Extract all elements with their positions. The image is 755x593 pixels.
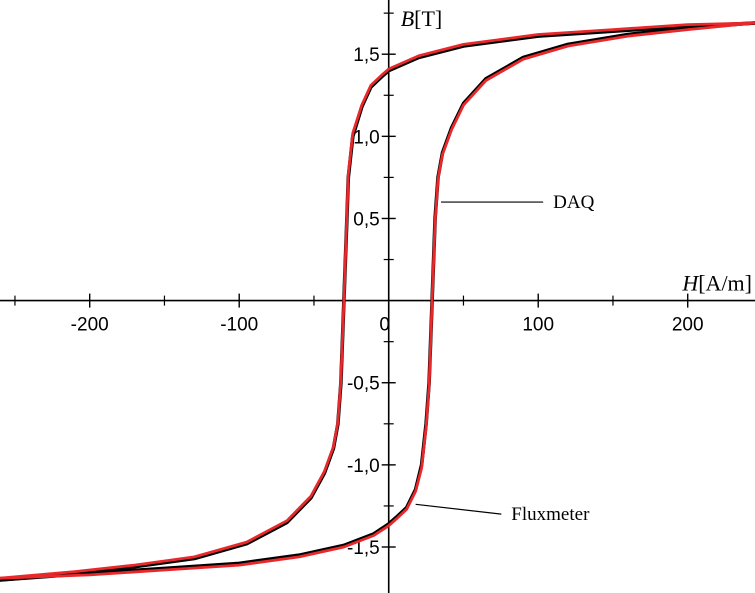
x-axis-unit: [A/m] bbox=[698, 271, 752, 296]
x-tick-label: -100 bbox=[220, 315, 258, 336]
daq-descending-branch bbox=[0, 21, 755, 582]
fluxmeter-leader-line bbox=[415, 503, 502, 515]
x-tick-label: -200 bbox=[71, 315, 109, 336]
x-axis-title: H[A/m] bbox=[681, 271, 752, 296]
annotations: DAQ Fluxmeter bbox=[415, 192, 595, 525]
x-tick-label: 0 bbox=[379, 315, 390, 336]
y-axis-title: B[T] bbox=[401, 6, 443, 31]
daq-annotation-label: DAQ bbox=[553, 192, 594, 213]
y-tick-label: 1,0 bbox=[353, 127, 379, 148]
y-axis-var: B bbox=[401, 6, 414, 31]
y-tick-label: 1,5 bbox=[353, 45, 379, 66]
x-tick-label: 100 bbox=[522, 315, 554, 336]
y-tick-label: 0,5 bbox=[353, 209, 379, 230]
y-axis-unit: [T] bbox=[414, 6, 442, 31]
x-tick-label: 200 bbox=[672, 315, 704, 336]
curves bbox=[0, 21, 755, 582]
fluxmeter-descending-branch bbox=[0, 21, 755, 580]
y-tick-label: -1,0 bbox=[347, 456, 380, 477]
fluxmeter-annotation-label: Fluxmeter bbox=[511, 504, 590, 525]
fluxmeter-ascending-branch bbox=[0, 21, 755, 580]
daq-ascending-branch bbox=[0, 21, 755, 582]
y-tick-label: -0,5 bbox=[347, 374, 380, 395]
x-axis-var: H bbox=[681, 271, 699, 296]
